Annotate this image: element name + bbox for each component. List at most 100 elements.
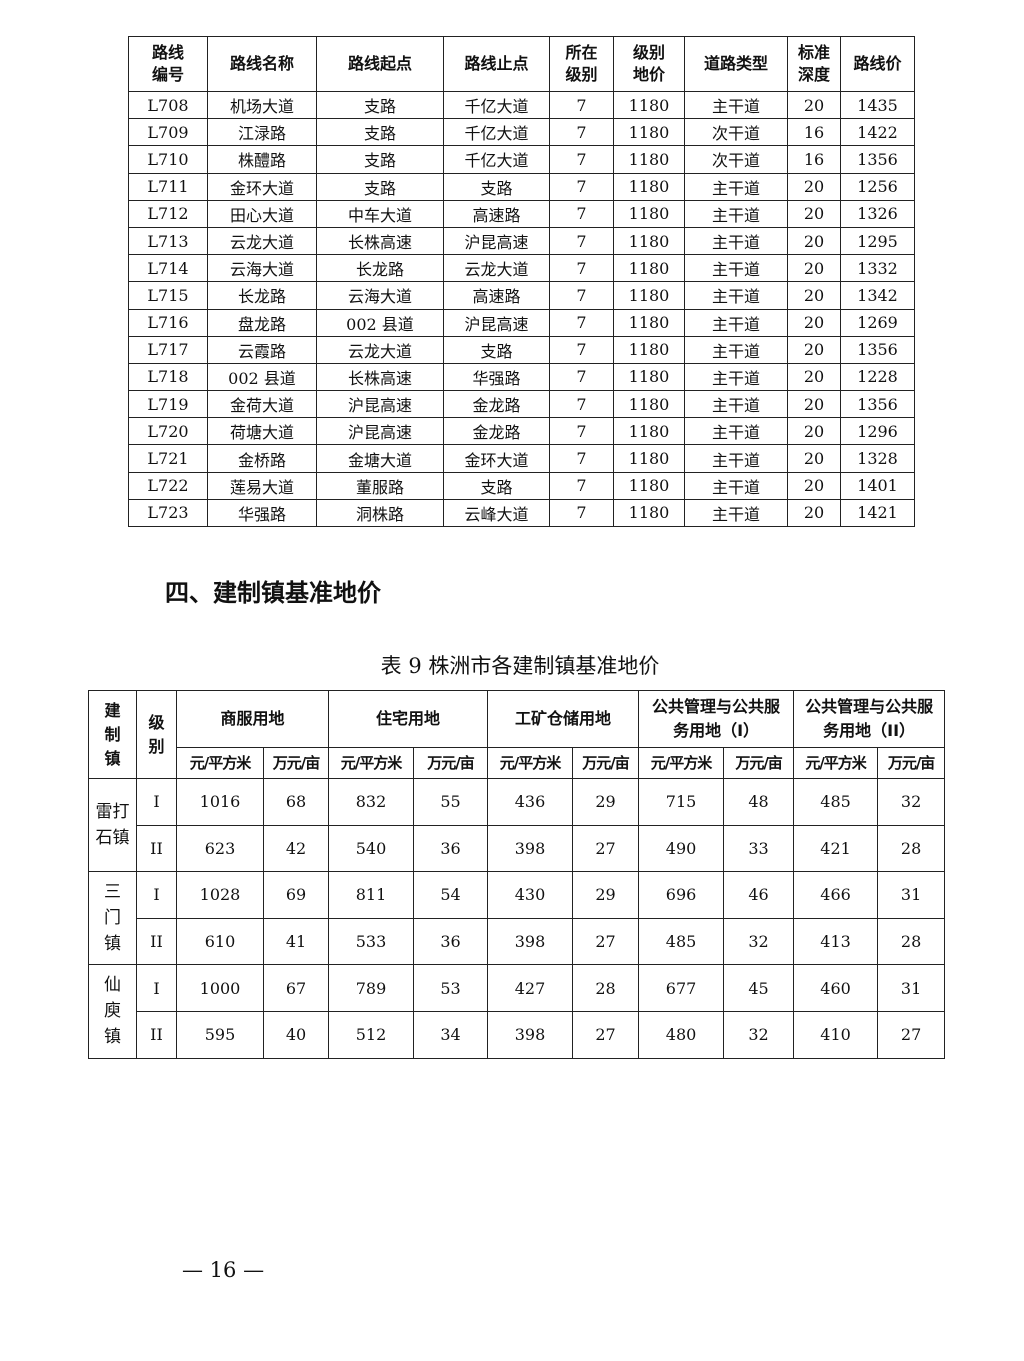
table-cell: 595 [176,1010,264,1059]
table-cell: 高速路 [443,281,550,310]
table-row: L713 云龙大道 长株高速 沪昆高速 7 1180 主干道 20 1295 [128,226,915,256]
table-cell: L721 [128,444,208,473]
table-cell: L723 [128,498,208,528]
table-cell: 512 [328,1010,415,1059]
table-cell: 27 [572,917,640,966]
table-cell: 华强路 [207,498,317,528]
table-cell: I [136,964,177,1012]
table-row: L717 云霞路 云龙大道 支路 7 1180 主干道 20 1356 [128,335,915,364]
unit-header: 万元/亩 [723,747,795,779]
table-cell: 主干道 [684,362,788,392]
table-cell: 主干道 [684,390,788,419]
table-cell: 田心大道 [207,199,317,228]
table-cell: 20 [787,335,841,364]
table-cell: 31 [877,871,946,919]
table-cell: 696 [638,871,725,919]
table-cell: 沪昆高速 [316,390,444,419]
table-cell: 413 [793,917,879,966]
table-cell: 荷塘大道 [207,417,317,446]
table-cell: 1332 [840,254,915,283]
table-cell: 云峰大道 [443,498,550,528]
table-cell: 千亿大道 [443,90,550,120]
table-cell: 云龙大道 [443,254,550,283]
table-cell: 46 [723,871,795,919]
table-cell: 002 县道 [207,362,317,392]
table-cell: 7 [549,335,614,364]
table-cell: 715 [638,778,725,826]
table-cell: 中车大道 [316,199,444,228]
table-cell: 29 [572,871,640,919]
table-cell: 主干道 [684,226,788,256]
table-cell: 1180 [613,471,685,500]
table-cell: 金龙路 [443,417,550,446]
column-header: 标准 深度 [787,36,841,92]
table-cell: 53 [413,964,489,1012]
table-cell: 沪昆高速 [316,417,444,446]
table-cell: 云海大道 [207,254,317,283]
table-cell: 盘龙路 [207,308,317,337]
column-header: 道路类型 [684,36,788,92]
table-cell: 1356 [840,390,915,419]
table-cell: 株醴路 [207,145,317,174]
table-cell: 20 [787,417,841,446]
table-cell: II [136,1010,177,1059]
table-cell: 1180 [613,498,685,528]
table-cell: 支路 [316,145,444,174]
table-cell: 1180 [613,118,685,147]
table-row: L722 莲易大道 董服路 支路 7 1180 主干道 20 1401 [128,471,915,500]
table-cell: 27 [877,1010,946,1059]
table-cell: 45 [723,964,795,1012]
table-cell: 主干道 [684,172,788,201]
table-cell: L719 [128,390,208,419]
table-cell: 千亿大道 [443,118,550,147]
table-cell: 28 [572,964,640,1012]
table-cell: L718 [128,362,208,392]
table-cell: 支路 [443,335,550,364]
table-cell: 32 [723,1010,795,1059]
table-cell: 1295 [840,226,915,256]
table-cell: 1180 [613,226,685,256]
table-cell: 1180 [613,281,685,310]
table-cell: 次干道 [684,145,788,174]
table-cell: 长株高速 [316,226,444,256]
table-cell: 1180 [613,145,685,174]
column-header: 级别 地价 [613,36,685,92]
table-cell: 7 [549,444,614,473]
table-cell: 20 [787,471,841,500]
table-cell: 金荷大道 [207,390,317,419]
table-cell: L720 [128,417,208,446]
table-cell: 427 [487,964,574,1012]
table-cell: 29 [572,778,640,826]
table-cell: 20 [787,308,841,337]
table-cell: 1180 [613,254,685,283]
table-cell: 20 [787,172,841,201]
column-group-header: 工矿仓储用地 [487,690,640,748]
table-cell: 7 [549,145,614,174]
table-cell: L714 [128,254,208,283]
column-group-header: 商服用地 [175,690,330,748]
table-cell: 长龙路 [316,254,444,283]
table-row: L720 荷塘大道 沪昆高速 金龙路 7 1180 主干道 20 1296 [128,417,915,446]
table-cell: 1180 [613,362,685,392]
table-cell: 430 [487,871,574,919]
table-row: L714 云海大道 长龙路 云龙大道 7 1180 主干道 20 1332 [128,254,915,283]
route-price-table: 路线 编号 路线名称 路线起点 路线止点 所在 级别 级别 地价 道路类型 标准 深度 路线价 … [128,36,915,528]
table-cell: 7 [549,308,614,337]
table-cell: 1356 [840,335,915,364]
town-name: 三 门 镇 [88,871,137,966]
table-cell: 34 [413,1010,489,1059]
table-cell: 485 [793,778,879,826]
table-cell: L715 [128,281,208,310]
table-cell: 1256 [840,172,915,201]
table-cell: 主干道 [684,417,788,446]
table-cell: 16 [787,118,841,147]
table-cell: 42 [262,824,330,873]
table-row: II 623 42 540 36 398 27 490 33 421 28 [89,824,946,873]
table-cell: 48 [723,778,795,826]
table-cell: 7 [549,471,614,500]
table-row: L723 华强路 洞株路 云峰大道 7 1180 主干道 20 1421 [128,498,915,528]
table-cell: 533 [328,917,415,966]
section-title: 四、建制镇基准地价 [165,579,381,607]
table-cell: L722 [128,471,208,500]
table-cell: 7 [549,498,614,528]
